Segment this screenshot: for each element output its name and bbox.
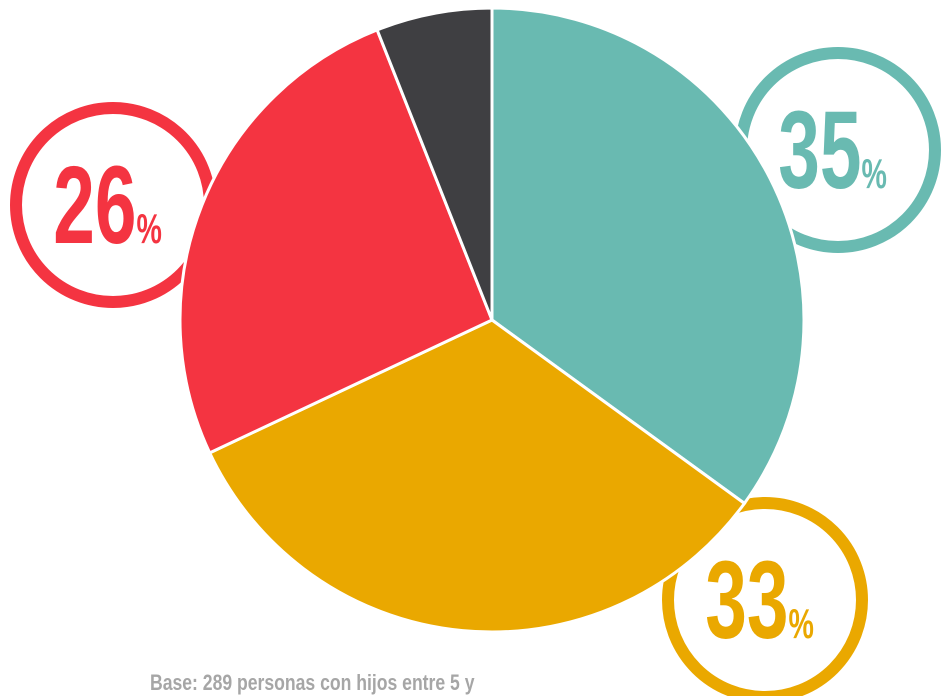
label-rings	[10, 47, 941, 696]
note: Base: 289 personas con hijos entre 5 y	[150, 671, 475, 695]
value-label: 35%	[778, 89, 887, 212]
pie-slice	[178, 27, 494, 455]
value-label: 26%	[53, 144, 162, 267]
pie-slice	[207, 318, 747, 634]
label-ring	[662, 497, 868, 696]
pie	[178, 6, 806, 634]
value-labels: 35% 33% 26%	[53, 89, 887, 662]
pie-slice	[375, 6, 494, 321]
pie-slice	[490, 6, 806, 506]
value-label: 33%	[705, 539, 814, 662]
